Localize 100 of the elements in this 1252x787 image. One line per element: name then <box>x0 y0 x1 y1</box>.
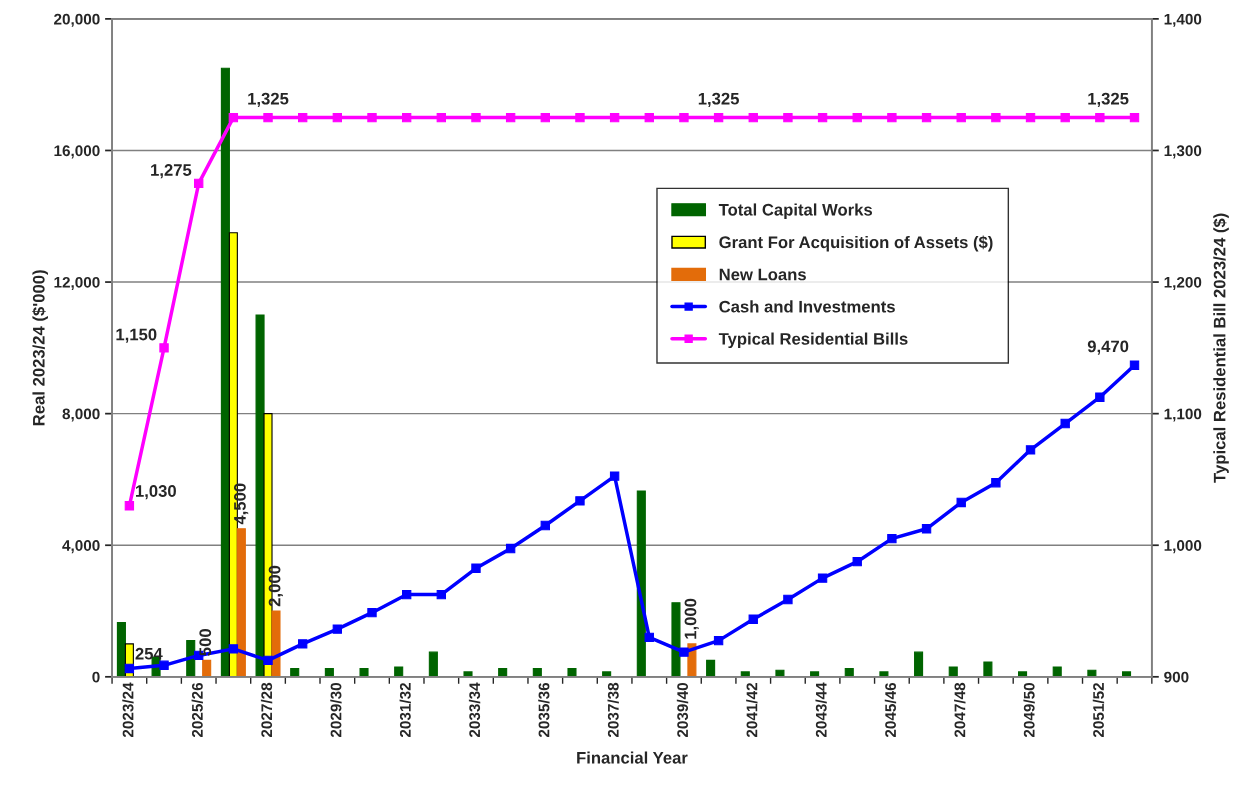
y2-tick-label: 1,100 <box>1164 408 1202 422</box>
point <box>956 112 966 123</box>
point <box>194 178 204 189</box>
y-tick-label: 0 <box>92 671 100 683</box>
data-label: 1,325 <box>698 92 739 107</box>
bar <box>810 671 820 677</box>
y2-tick-label: 1,300 <box>1164 145 1202 159</box>
x-tick-label: 2047/48 <box>954 682 966 738</box>
point <box>575 496 585 506</box>
data-label: 1,275 <box>151 164 192 179</box>
bar <box>602 671 612 677</box>
point <box>298 639 308 649</box>
point <box>991 112 1001 123</box>
x-tick-label: 2039/40 <box>676 683 689 738</box>
point <box>505 112 516 123</box>
point <box>540 520 550 531</box>
point <box>1129 360 1140 370</box>
point <box>1129 112 1140 123</box>
point <box>436 112 447 123</box>
bar <box>1052 666 1062 677</box>
point <box>1025 112 1036 123</box>
point <box>1060 112 1070 123</box>
y-tick-label: 16,000 <box>54 145 100 159</box>
data-label: 500 <box>199 629 212 656</box>
y-tick-label: 8,000 <box>62 408 100 422</box>
bar <box>1121 671 1132 677</box>
bar <box>532 668 542 677</box>
data-label: 2,000 <box>268 565 283 607</box>
bar <box>290 668 300 677</box>
x-tick-label: 2041/42 <box>746 682 758 738</box>
point <box>263 112 273 123</box>
point <box>921 524 932 534</box>
x-tick-label: 2025/26 <box>191 682 203 738</box>
x-axis-title: Financial Year <box>577 751 688 764</box>
point <box>991 478 1001 488</box>
x-tick-label: 2049/50 <box>1023 683 1035 738</box>
x-tick-label: 2037/38 <box>607 682 619 738</box>
legend-label: Total Capital Works <box>718 203 873 219</box>
bar <box>116 621 126 677</box>
bar <box>1018 671 1028 677</box>
bar <box>879 671 889 677</box>
x-tick-label: 2035/36 <box>538 682 550 738</box>
point <box>505 543 516 554</box>
y2-tick-label: 1,000 <box>1164 540 1202 554</box>
bar <box>1087 669 1097 677</box>
bar <box>236 528 246 677</box>
x-tick-label: 2033/34 <box>468 682 481 738</box>
point <box>1025 445 1036 455</box>
point <box>644 112 654 123</box>
point <box>748 112 758 123</box>
bar <box>271 610 281 677</box>
legend-label: Cash and Investments <box>719 300 895 313</box>
bar <box>914 651 924 677</box>
point <box>436 589 447 600</box>
y2-axis-title: Typical Residential Bill 2023/24 ($) <box>1212 213 1229 483</box>
point <box>367 607 377 618</box>
point <box>644 632 654 643</box>
point <box>1095 392 1105 402</box>
point <box>228 112 239 123</box>
point <box>956 497 966 508</box>
data-label: 1,150 <box>116 328 157 343</box>
bar <box>255 314 265 677</box>
point <box>887 533 897 544</box>
point <box>159 660 169 670</box>
point <box>159 343 169 353</box>
bar <box>428 651 438 677</box>
point <box>124 663 135 674</box>
data-label: 4,500 <box>234 483 249 525</box>
point <box>332 624 343 634</box>
y-tick-label: 4,000 <box>62 540 100 554</box>
point <box>609 112 620 123</box>
point <box>679 112 689 123</box>
x-tick-label: 2051/52 <box>1092 682 1105 738</box>
point <box>1095 112 1105 123</box>
bar <box>706 659 716 677</box>
legend-label: Grant For Acquisition of Assets ($) <box>719 235 993 252</box>
data-label: 254 <box>135 647 163 660</box>
legend-label: Typical Residential Bills <box>718 332 908 349</box>
bar <box>359 668 369 677</box>
point <box>228 644 239 654</box>
data-label: 1,000 <box>684 598 699 639</box>
bar <box>671 602 681 677</box>
x-tick-label: 2045/46 <box>884 682 897 738</box>
point <box>921 112 932 123</box>
x-tick-label: 2027/28 <box>260 682 273 738</box>
point <box>783 112 793 123</box>
bar <box>844 668 854 677</box>
point <box>817 112 828 123</box>
point <box>852 557 862 567</box>
y2-tick-label: 1,200 <box>1164 276 1202 290</box>
bar <box>948 666 958 677</box>
point <box>852 112 862 123</box>
bar <box>498 668 508 677</box>
point <box>783 594 793 605</box>
point <box>263 655 273 666</box>
bar <box>740 671 750 677</box>
point <box>471 112 481 123</box>
data-label: 1,325 <box>1088 92 1129 107</box>
bar <box>394 666 404 677</box>
x-tick-label: 2029/30 <box>330 683 342 738</box>
